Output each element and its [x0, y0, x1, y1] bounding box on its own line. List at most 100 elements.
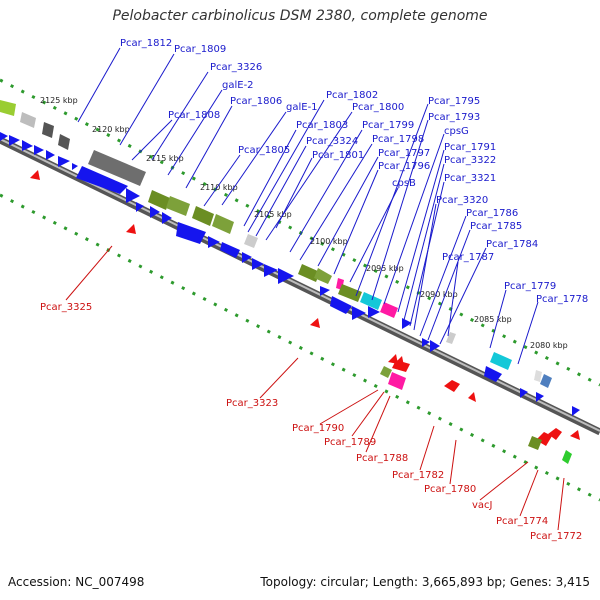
- feature-box[interactable]: [212, 214, 234, 234]
- feature-box[interactable]: [528, 436, 542, 450]
- feature-box[interactable]: [380, 302, 398, 318]
- gene-arrow[interactable]: [176, 222, 206, 244]
- feature-box[interactable]: [540, 374, 552, 388]
- gene-label[interactable]: Pcar_1805: [238, 145, 290, 156]
- gene-label[interactable]: Pcar_1779: [504, 281, 556, 292]
- gene-label[interactable]: Pcar_3324: [306, 136, 358, 147]
- gene-label[interactable]: cpsB: [392, 178, 416, 189]
- gene-arrow[interactable]: [536, 432, 552, 446]
- gene-label[interactable]: Pcar_1797: [378, 148, 430, 159]
- gene-label[interactable]: cpsG: [444, 126, 469, 137]
- gene-arrow[interactable]: [520, 388, 528, 398]
- gene-label[interactable]: Pcar_1778: [536, 294, 588, 305]
- gene-label[interactable]: Pcar_1780: [424, 484, 476, 495]
- gene-label[interactable]: Pcar_3323: [226, 398, 278, 409]
- gene-label[interactable]: Pcar_1791: [444, 142, 496, 153]
- gene-label[interactable]: Pcar_1787: [442, 252, 494, 263]
- feature-box[interactable]: [490, 352, 512, 370]
- gene-label[interactable]: Pcar_1789: [324, 437, 376, 448]
- gene-label[interactable]: Pcar_1785: [470, 221, 522, 232]
- gene-arrow[interactable]: [220, 242, 240, 258]
- gene-arrow[interactable]: [330, 296, 352, 314]
- feature-box[interactable]: [380, 366, 392, 378]
- feature-box[interactable]: [88, 150, 146, 186]
- feature-box[interactable]: [338, 284, 362, 302]
- feature-box[interactable]: [166, 196, 190, 216]
- feature-box[interactable]: [534, 370, 542, 382]
- gene-label[interactable]: Pcar_3322: [444, 155, 496, 166]
- gene-arrow[interactable]: [468, 392, 476, 402]
- gene-label[interactable]: Pcar_1774: [496, 516, 548, 527]
- gene-arrow[interactable]: [368, 306, 380, 318]
- feature-box[interactable]: [562, 450, 572, 464]
- gene-arrow[interactable]: [484, 366, 502, 382]
- gene-arrow[interactable]: [150, 206, 160, 218]
- gene-arrow[interactable]: [72, 163, 78, 170]
- gene-arrow[interactable]: [76, 166, 128, 194]
- gene-arrow[interactable]: [126, 224, 136, 234]
- gene-label[interactable]: galE-2: [222, 80, 254, 91]
- feature-box[interactable]: [244, 234, 258, 248]
- gene-arrow[interactable]: [126, 188, 140, 203]
- gene-arrow[interactable]: [0, 132, 8, 141]
- gene-label[interactable]: Pcar_1793: [428, 112, 480, 123]
- gene-arrow[interactable]: [430, 340, 440, 352]
- gene-arrow[interactable]: [34, 145, 44, 155]
- gene-arrow[interactable]: [352, 306, 366, 320]
- gene-label[interactable]: Pcar_1798: [372, 134, 424, 145]
- gene-label[interactable]: vacJ: [472, 500, 493, 511]
- gene-label[interactable]: Pcar_3326: [210, 62, 262, 73]
- gene-arrow[interactable]: [402, 318, 412, 329]
- feature-box[interactable]: [20, 112, 36, 128]
- gene-label[interactable]: Pcar_1786: [466, 208, 518, 219]
- gene-label[interactable]: Pcar_1772: [530, 531, 582, 542]
- feature-box[interactable]: [0, 100, 16, 116]
- gene-arrow[interactable]: [444, 380, 460, 392]
- gene-arrow[interactable]: [392, 360, 410, 372]
- gene-label[interactable]: Pcar_1795: [428, 96, 480, 107]
- feature-box[interactable]: [192, 206, 214, 226]
- gene-arrow[interactable]: [208, 236, 220, 248]
- gene-arrow[interactable]: [136, 202, 144, 212]
- gene-label[interactable]: Pcar_1790: [292, 423, 344, 434]
- gene-arrow[interactable]: [570, 430, 580, 440]
- gene-arrow[interactable]: [278, 268, 294, 284]
- gene-label[interactable]: Pcar_1784: [486, 239, 538, 250]
- gene-arrow[interactable]: [22, 140, 33, 151]
- gene-label[interactable]: Pcar_1802: [326, 90, 378, 101]
- gene-label[interactable]: galE-1: [286, 102, 318, 113]
- feature-box[interactable]: [314, 268, 332, 284]
- gene-label[interactable]: Pcar_1800: [352, 102, 404, 113]
- gene-label[interactable]: Pcar_1803: [296, 120, 348, 131]
- feature-box[interactable]: [148, 190, 170, 210]
- gene-arrow[interactable]: [536, 392, 544, 402]
- gene-arrow[interactable]: [242, 252, 252, 263]
- gene-arrow[interactable]: [252, 258, 264, 270]
- gene-arrow[interactable]: [58, 156, 70, 167]
- gene-label[interactable]: Pcar_1812: [120, 38, 172, 49]
- gene-arrow[interactable]: [162, 212, 172, 224]
- gene-label[interactable]: Pcar_3325: [40, 302, 92, 313]
- gene-arrow[interactable]: [264, 264, 278, 277]
- gene-arrow[interactable]: [310, 318, 320, 328]
- gene-arrow[interactable]: [30, 170, 40, 180]
- feature-box[interactable]: [446, 332, 456, 344]
- gene-label[interactable]: Pcar_1809: [174, 44, 226, 55]
- gene-label[interactable]: Pcar_1801: [312, 150, 364, 161]
- feature-box[interactable]: [42, 122, 54, 138]
- gene-arrow[interactable]: [422, 338, 430, 347]
- gene-arrow[interactable]: [572, 406, 580, 416]
- feature-box[interactable]: [388, 372, 406, 390]
- gene-label[interactable]: Pcar_1788: [356, 453, 408, 464]
- gene-arrow[interactable]: [320, 286, 330, 296]
- gene-label[interactable]: Pcar_1796: [378, 161, 430, 172]
- gene-arrow[interactable]: [9, 135, 20, 146]
- gene-arrow[interactable]: [548, 428, 562, 440]
- gene-label[interactable]: Pcar_1799: [362, 120, 414, 131]
- gene-label[interactable]: Pcar_1782: [392, 470, 444, 481]
- gene-arrow[interactable]: [46, 150, 55, 160]
- feature-box[interactable]: [58, 134, 70, 150]
- gene-label[interactable]: Pcar_1808: [168, 110, 220, 121]
- feature-box[interactable]: [360, 292, 382, 310]
- gene-label[interactable]: Pcar_3321: [444, 173, 496, 184]
